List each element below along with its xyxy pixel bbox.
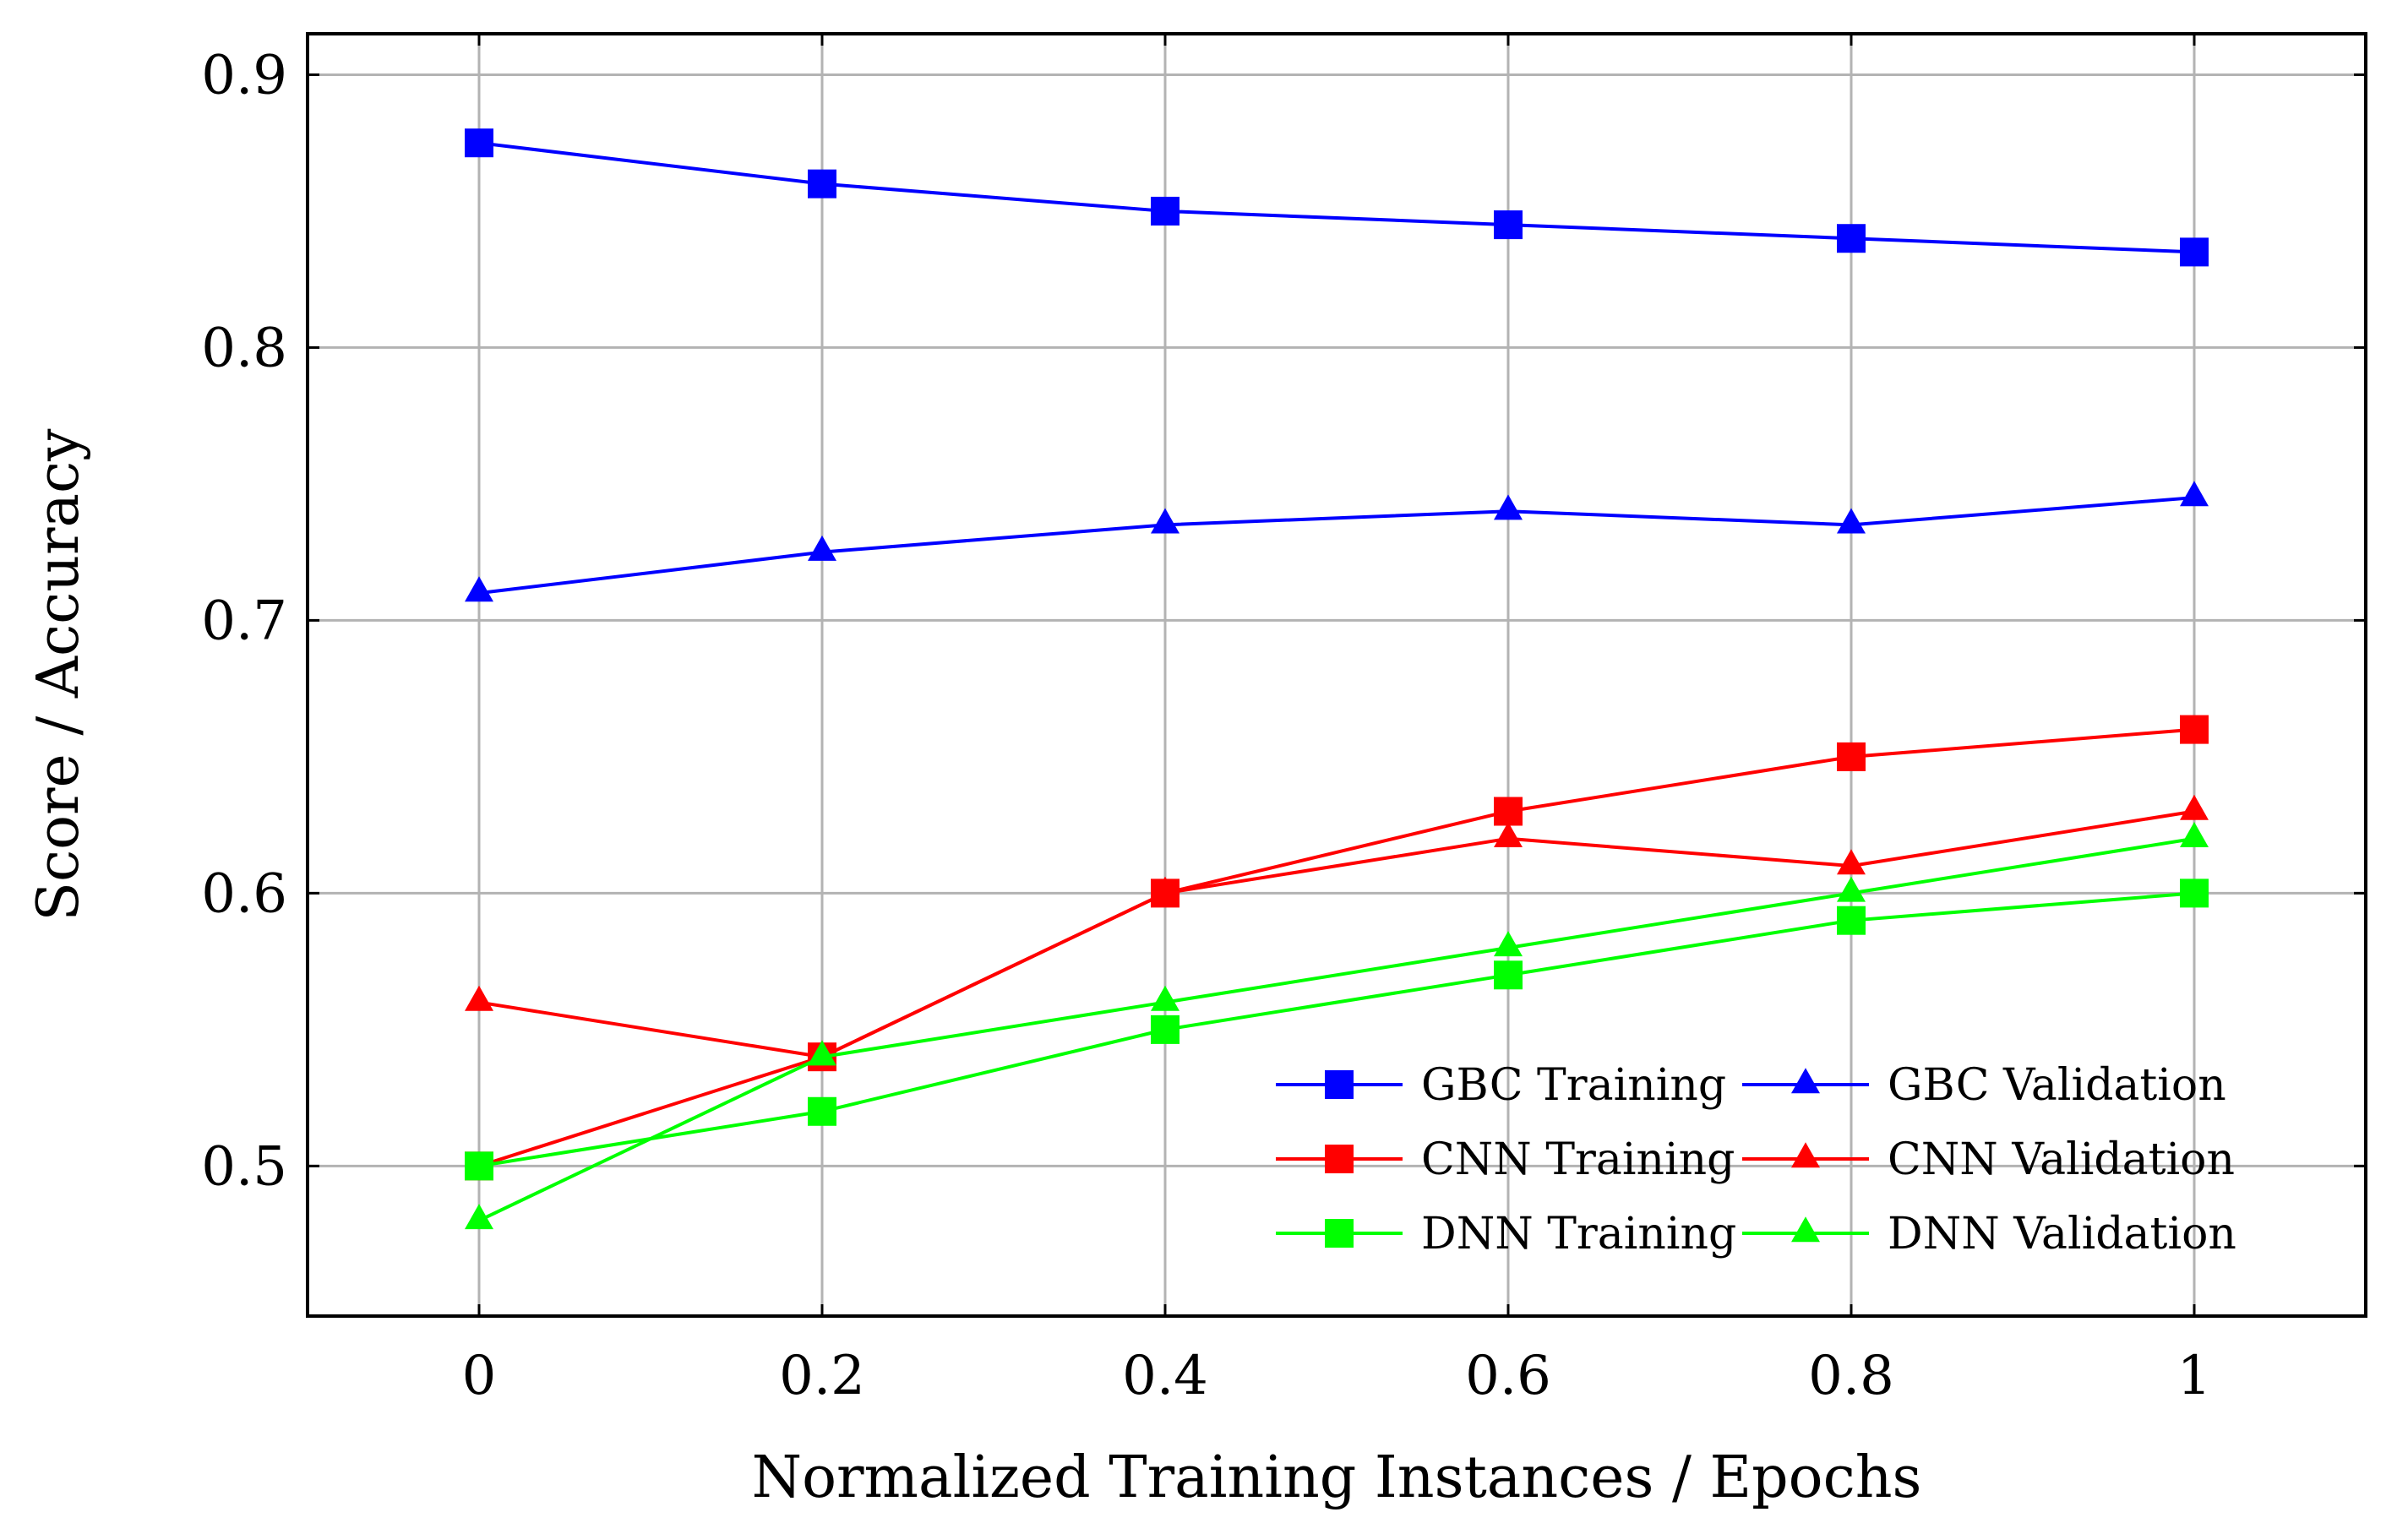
- data-point-dnn-validation: [2180, 821, 2209, 847]
- data-point-gbc-training: [2180, 237, 2209, 267]
- x-tick-label: 0.2: [779, 1345, 865, 1407]
- x-tick-label: 1: [2177, 1345, 2212, 1407]
- data-point-cnn-validation: [2180, 794, 2209, 820]
- series-gbc-validation: [465, 481, 2209, 602]
- data-point-gbc-validation: [1494, 494, 1523, 520]
- legend-label: DNN Training: [1421, 1209, 1736, 1259]
- legend-item-cnn-training: CNN Training: [1276, 1134, 1735, 1185]
- series-line-dnn-validation: [478, 836, 2195, 1222]
- data-point-gbc-validation: [1151, 508, 1179, 534]
- data-point-dnn-training: [1494, 960, 1523, 990]
- legend-marker: [1325, 1145, 1354, 1173]
- y-axis-title: Score / Accuracy: [25, 428, 92, 922]
- series-line-cnn-training: [478, 727, 2195, 1168]
- legend-label: CNN Validation: [1888, 1134, 2235, 1185]
- legend: GBC Training GBC Validation CNN Training CN…: [1276, 1060, 2236, 1259]
- y-tick-label: 0.6: [201, 862, 287, 925]
- x-tick-label: 0: [462, 1345, 497, 1407]
- legend-marker: [1791, 1068, 1820, 1094]
- data-point-gbc-validation: [465, 576, 493, 602]
- legend-marker: [1325, 1219, 1354, 1248]
- series-line-gbc-validation: [478, 496, 2195, 596]
- series-line-dnn-training: [478, 891, 2195, 1168]
- series-cnn-validation: [465, 794, 2209, 1066]
- data-point-dnn-training: [2180, 879, 2209, 908]
- legend-marker: [1791, 1216, 1820, 1243]
- data-point-gbc-validation: [808, 535, 836, 561]
- x-tick-label: 0.6: [1465, 1345, 1551, 1407]
- data-point-dnn-training: [1151, 1015, 1179, 1044]
- y-tick-label: 0.5: [201, 1135, 287, 1198]
- series-group: [465, 128, 2209, 1230]
- data-point-dnn-validation: [808, 1040, 836, 1066]
- data-point-cnn-training: [1494, 797, 1523, 826]
- data-point-gbc-validation: [1837, 508, 1866, 534]
- data-point-cnn-validation: [1494, 821, 1523, 847]
- data-point-dnn-training: [1837, 906, 1866, 935]
- y-tick-label: 0.8: [201, 317, 287, 379]
- data-point-gbc-training: [1151, 196, 1179, 226]
- data-point-cnn-validation: [465, 985, 493, 1011]
- data-point-cnn-training: [2180, 715, 2209, 744]
- series-line-gbc-training: [478, 141, 2195, 254]
- y-tick-label: 0.7: [201, 590, 287, 652]
- data-point-cnn-validation: [1151, 876, 1179, 902]
- data-point-gbc-training: [1837, 224, 1866, 253]
- x-tick-label: 0.4: [1122, 1345, 1208, 1407]
- legend-marker: [1791, 1142, 1820, 1168]
- data-point-gbc-training: [1494, 210, 1523, 240]
- data-point-dnn-validation: [1151, 985, 1179, 1011]
- data-point-gbc-validation: [2180, 481, 2209, 507]
- data-point-cnn-training: [1837, 742, 1866, 771]
- tick-labels: 0 0.2 0.4 0.6 0.8 1 0.5 0.6 0.7 0.8 0.9: [201, 34, 2366, 1407]
- legend-label: DNN Validation: [1888, 1209, 2236, 1259]
- legend-label: CNN Training: [1421, 1134, 1735, 1185]
- series-line-cnn-validation: [478, 809, 2195, 1059]
- data-point-gbc-training: [465, 128, 493, 158]
- legend-label: GBC Validation: [1888, 1060, 2226, 1111]
- legend-item-gbc-training: GBC Training: [1276, 1060, 1726, 1111]
- legend-marker: [1325, 1070, 1354, 1099]
- x-tick-label: 0.8: [1808, 1345, 1894, 1407]
- plot-frame: [306, 32, 2367, 1318]
- series-dnn-validation: [465, 821, 2209, 1230]
- legend-item-gbc-validation: GBC Validation: [1742, 1060, 2226, 1111]
- data-point-dnn-training: [808, 1096, 836, 1126]
- data-point-gbc-training: [808, 169, 836, 199]
- data-point-dnn-validation: [1494, 931, 1523, 957]
- legend-item-dnn-training: DNN Training: [1276, 1209, 1736, 1259]
- data-point-dnn-validation: [1837, 876, 1866, 902]
- legend-item-cnn-validation: CNN Validation: [1742, 1134, 2235, 1185]
- series-dnn-training: [465, 879, 2209, 1181]
- legend-item-dnn-validation: DNN Validation: [1742, 1209, 2236, 1259]
- x-axis-title: Normalized Training Instances / Epochs: [752, 1444, 1922, 1511]
- data-point-dnn-validation: [465, 1204, 493, 1230]
- series-gbc-training: [465, 128, 2209, 267]
- legend-label: GBC Training: [1421, 1060, 1726, 1111]
- data-point-dnn-training: [465, 1151, 493, 1181]
- y-tick-label: 0.9: [201, 44, 287, 106]
- data-point-cnn-validation: [1837, 849, 1866, 875]
